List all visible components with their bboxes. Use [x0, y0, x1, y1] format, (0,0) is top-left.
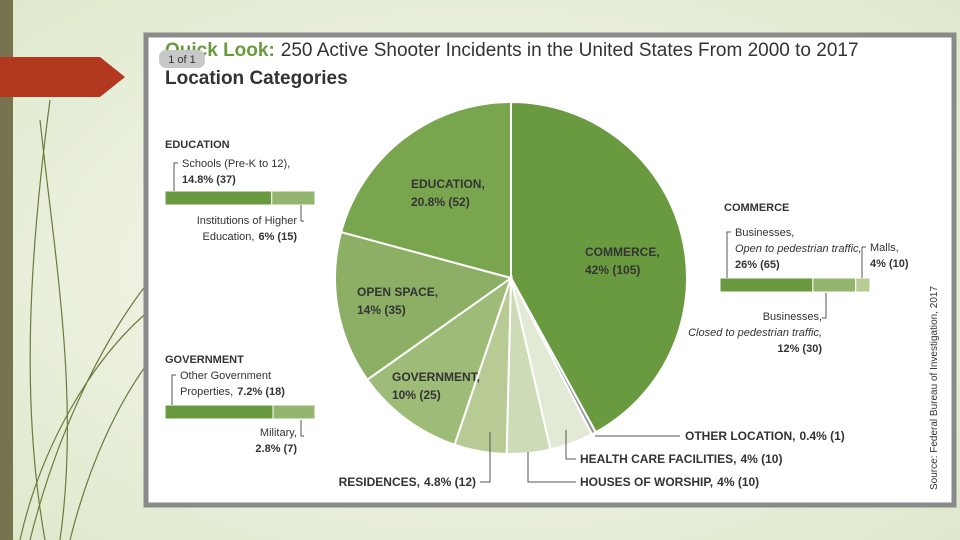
slice-name: OPEN SPACE,: [357, 285, 438, 299]
breakdown-label: Open to pedestrian traffic,: [735, 243, 862, 255]
slice-value: 42% (105): [585, 263, 640, 277]
breakdown-value: 12% (30): [777, 343, 822, 355]
breakdown-title: GOVERNMENT: [165, 354, 244, 366]
badge: 1 of 1: [168, 54, 196, 66]
source: Source: Federal Bureau of Investigation,…: [929, 286, 940, 490]
bracket: [300, 205, 304, 222]
side-strip: [0, 0, 13, 540]
breakdown-value: 14.8% (37): [182, 174, 236, 186]
slice-label: HEALTH CARE FACILITIES, 4% (10): [580, 452, 782, 466]
slice-name: HEALTH CARE FACILITIES,: [580, 452, 736, 466]
slice-value: 4% (10): [717, 475, 759, 489]
leader-line: [565, 430, 576, 460]
breakdown-label: Institutions of Higher: [197, 215, 298, 227]
chart-title: Quick Look: 250 Active Shooter Incidents …: [165, 40, 859, 61]
bracket: [822, 293, 827, 319]
breakdown-value: 7.2% (18): [237, 386, 285, 398]
leader-line: [527, 452, 576, 483]
slice-name: COMMERCE,: [585, 245, 660, 259]
chart: COMMERCE, 42% (105) OTHER LOCATION, 0.4% (1…: [164, 100, 909, 489]
breakdown-bar: [272, 404, 316, 420]
slice-name: GOVERNMENT,: [392, 370, 480, 384]
breakdown-label: Businesses,: [735, 227, 794, 239]
decor-lines: [19, 99, 151, 540]
breakdown-label: Closed to pedestrian traffic,: [688, 327, 822, 339]
pie-slice: [334, 230, 514, 382]
breakdown-value: 6% (15): [258, 231, 297, 243]
breakdown-label: Schools (Pre-K to 12),: [182, 158, 290, 170]
pie-slice: [339, 100, 512, 280]
slice-label: OTHER LOCATION, 0.4% (1): [685, 429, 845, 443]
slice-name: EDUCATION,: [411, 177, 485, 191]
breakdown-bar: [719, 277, 814, 293]
breakdown-bar: [812, 277, 857, 293]
title-text: 250 Active Shooter Incidents in the Unit…: [281, 40, 859, 61]
slice-label: RESIDENCES, 4.8% (12): [339, 475, 476, 489]
breakdown-label: Malls,: [870, 242, 899, 254]
breakdown-value: 26% (65): [735, 259, 780, 271]
bracket: [173, 162, 178, 191]
breakdown-bar: [271, 190, 316, 206]
bracket: [861, 246, 866, 278]
slice-value: 4% (10): [740, 452, 782, 466]
slice-value: 0.4% (1): [799, 429, 844, 443]
breakdown-title: EDUCATION: [165, 139, 230, 151]
slice-value: 20.8% (52): [411, 195, 470, 209]
breakdown-bar: [164, 190, 273, 206]
breakdown-label: Other Government: [180, 370, 271, 382]
bracket: [300, 420, 304, 437]
breakdown-label: Military,: [260, 427, 297, 439]
slice-value: 14% (35): [357, 303, 406, 317]
breakdown-bar: [855, 277, 871, 293]
pie-slice: [510, 100, 688, 434]
slice-name: HOUSES OF WORSHIP,: [580, 475, 713, 489]
slice-value: 4.8% (12): [424, 475, 476, 489]
slice-value: 10% (25): [392, 388, 441, 402]
breakdown-value: 4% (10): [870, 258, 909, 270]
bracket: [726, 231, 731, 278]
badge-bg: [159, 50, 205, 68]
breakdown-title: COMMERCE: [724, 202, 789, 214]
bracket: [171, 374, 176, 405]
breakdown-value: 2.8% (7): [255, 443, 297, 455]
breakdown-bar: [164, 404, 274, 420]
breakdown-label: Education, 6% (15): [202, 231, 297, 243]
leader-line: [480, 432, 491, 483]
pie-slice: [365, 275, 513, 446]
breakdown-label: Properties, 7.2% (18): [180, 386, 285, 398]
slice-label: HOUSES OF WORSHIP, 4% (10): [580, 475, 759, 489]
slice-name: RESIDENCES,: [339, 475, 420, 489]
chart-subtitle: Location Categories: [165, 68, 348, 89]
slide-tab: [0, 57, 125, 97]
breakdown-label: Businesses,: [763, 311, 822, 323]
slice-name: OTHER LOCATION,: [685, 429, 795, 443]
